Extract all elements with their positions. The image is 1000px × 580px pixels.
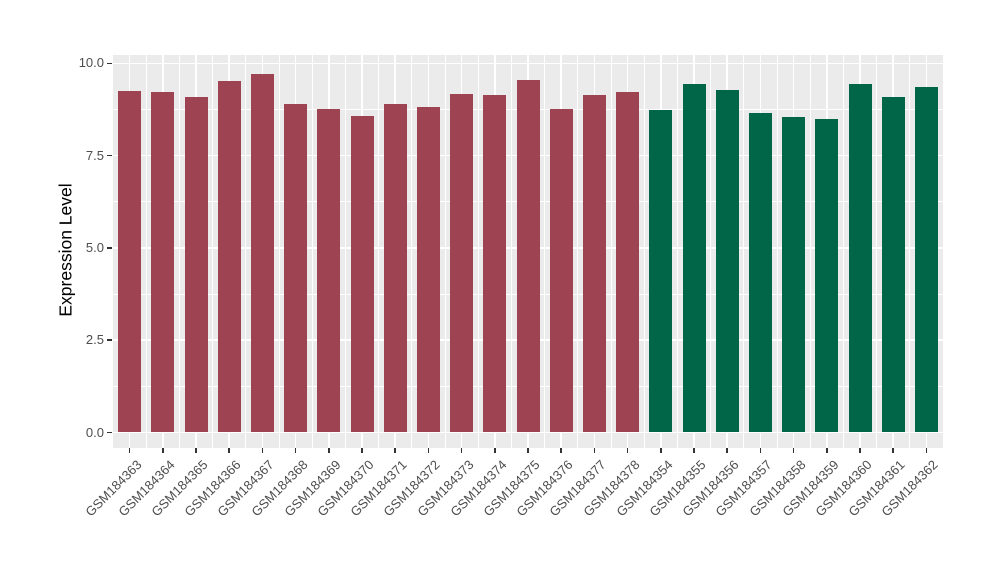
bar-GSM184366 [217,81,241,433]
bar-GSM184365 [184,96,208,433]
gridline-minor-v [876,55,877,448]
gridline-minor-v [444,55,446,448]
plot-panel [113,55,943,448]
x-axis-tick [228,448,230,453]
bar-GSM184364 [151,92,175,433]
x-axis-tick [693,448,695,453]
gridline-minor-v [843,55,844,448]
bar-GSM184371 [383,104,407,433]
x-axis-tick [726,448,728,453]
y-tick-label: 7.5 [85,147,104,163]
gridline-minor-v [145,55,147,448]
x-axis-tick [660,448,662,453]
gridline-minor-v [179,55,180,448]
gridline-minor-v [411,55,413,448]
gridline-minor-v [909,55,911,448]
bar-GSM184370 [350,116,374,433]
gridline-minor-v [245,55,247,448]
x-axis-tick [195,448,197,453]
gridline-minor-v [511,55,512,448]
gridline-minor-v [278,55,280,448]
x-axis-tick [394,448,396,453]
gridline-minor-v [809,55,811,448]
x-axis-tick [859,448,861,453]
bar-GSM184375 [516,79,540,433]
x-axis-tick [261,448,264,453]
y-axis-tick [107,431,112,434]
x-axis-tick [925,448,928,453]
y-axis-tick [107,339,112,341]
gridline-minor-v [212,55,213,448]
bar-GSM184356 [715,89,739,433]
bar-GSM184363 [118,91,142,433]
y-axis-tick [107,154,112,157]
bar-GSM184362 [914,86,938,433]
bar-GSM184376 [549,109,573,433]
y-axis-tick [107,247,112,249]
y-tick-label: 2.5 [85,332,104,348]
bar-GSM184368 [284,104,308,433]
bar-GSM184374 [483,95,507,433]
bar-GSM184369 [317,109,341,433]
bar-GSM184378 [616,92,640,433]
x-axis-tick [527,448,529,453]
x-axis-tick [593,448,596,453]
x-axis-tick [626,448,629,453]
bar-GSM184361 [881,96,905,433]
x-axis-tick [427,448,430,453]
gridline-minor-v [710,55,711,448]
x-axis-tick [892,448,894,453]
gridline-minor-v [311,55,313,448]
x-axis-tick [128,448,131,453]
bar-GSM184359 [815,119,839,433]
x-axis-tick [759,448,762,453]
gridline-minor-v [378,55,379,448]
gridline-minor-v [477,55,479,448]
x-axis-tick [460,448,463,453]
x-axis-tick [294,448,297,453]
bar-GSM184373 [450,94,474,433]
y-axis-tick [107,62,112,65]
bar-GSM184377 [582,95,606,433]
bar-GSM184354 [649,109,673,433]
x-axis-tick [328,448,330,453]
gridline-minor-v [577,55,579,448]
bar-GSM184360 [848,84,872,433]
gridline-minor-v [643,55,645,448]
bar-GSM184358 [782,116,806,433]
y-tick-label: 5.0 [85,239,104,255]
x-axis-tick [361,448,363,453]
x-axis-tick [792,448,795,453]
y-tick-label: 10.0 [78,55,104,71]
bar-GSM184355 [682,83,706,433]
gridline-minor-v [743,55,745,448]
bar-GSM184372 [416,106,440,433]
gridline-minor-v [776,55,778,448]
bar-GSM184357 [748,113,772,433]
x-axis-tick [826,448,828,453]
x-axis-tick [162,448,164,453]
gridline-minor-v [544,55,545,448]
y-tick-label: 0.0 [85,424,104,440]
bar-GSM184367 [250,74,274,433]
gridline-minor-v [345,55,346,448]
x-axis-tick [560,448,562,453]
gridline-minor-v [610,55,612,448]
x-axis-tick [494,448,496,453]
gridline-minor-v [677,55,678,448]
